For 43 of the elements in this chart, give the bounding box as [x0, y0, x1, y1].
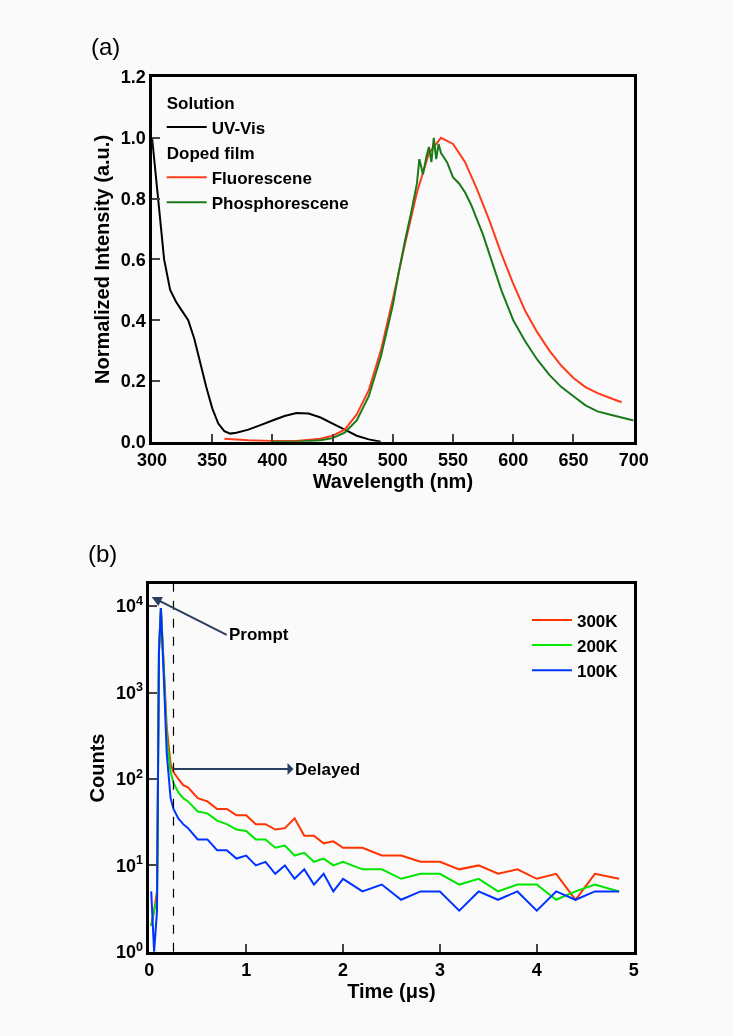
y-tick-label: 1.2 [120, 67, 146, 88]
y-tick-label: 10$^{2}$ [115, 766, 143, 790]
x-tick-label: 700 [618, 450, 649, 471]
y-tick-label: 10$^{4}$ [115, 593, 143, 617]
x-tick-label: 0 [144, 960, 155, 981]
chart-title: (a) [91, 33, 121, 60]
annotation: Prompt [229, 625, 289, 644]
chart-title: (b) [88, 540, 118, 567]
x-tick-label: 350 [197, 450, 228, 471]
y-tick-label: 10$^{3}$ [115, 680, 143, 703]
x-tick-label: 3 [434, 960, 445, 981]
y-tick-label: 0.2 [120, 371, 146, 392]
y-tick-label: 0.6 [120, 249, 146, 270]
legend-label: 100K [576, 661, 619, 681]
x-tick-label: 400 [257, 450, 288, 471]
x-tick-label: 1 [241, 960, 252, 981]
x-tick-label: 650 [558, 450, 589, 471]
x-axis-title: Time (μs) [347, 980, 436, 1003]
x-axis-title: Wavelength (nm) [312, 470, 474, 493]
x-tick-label: 500 [377, 450, 408, 471]
y-tick-label: 1.0 [120, 128, 146, 149]
y-axis-title: Normalized Intensity (a.u.) [91, 134, 114, 384]
legend-label: Phosphorescene [211, 193, 349, 213]
annotation: Delayed [295, 760, 361, 779]
annotation: Doped film [166, 143, 255, 163]
x-tick-label: 300 [137, 450, 168, 471]
x-tick-label: 4 [531, 960, 542, 981]
x-tick-label: 550 [438, 450, 469, 471]
y-tick-label: 0.4 [120, 310, 146, 331]
y-tick-label: 0.8 [120, 188, 146, 209]
x-tick-label: 2 [338, 960, 349, 981]
legend-label: 300K [576, 611, 619, 631]
y-tick-label: 0.0 [120, 432, 146, 453]
legend-label: 200K [576, 636, 619, 656]
legend-label: UV-Vis [211, 118, 266, 138]
y-axis-title: Counts [86, 733, 109, 803]
legend-label: Fluorescene [211, 168, 312, 188]
annotation: Solution [166, 93, 235, 113]
y-tick-label: 10$^{0}$ [115, 939, 143, 963]
y-tick-label: 10$^{1}$ [115, 853, 143, 876]
x-tick-label: 600 [498, 450, 529, 471]
x-tick-label: 450 [317, 450, 348, 471]
x-tick-label: 5 [628, 960, 639, 981]
